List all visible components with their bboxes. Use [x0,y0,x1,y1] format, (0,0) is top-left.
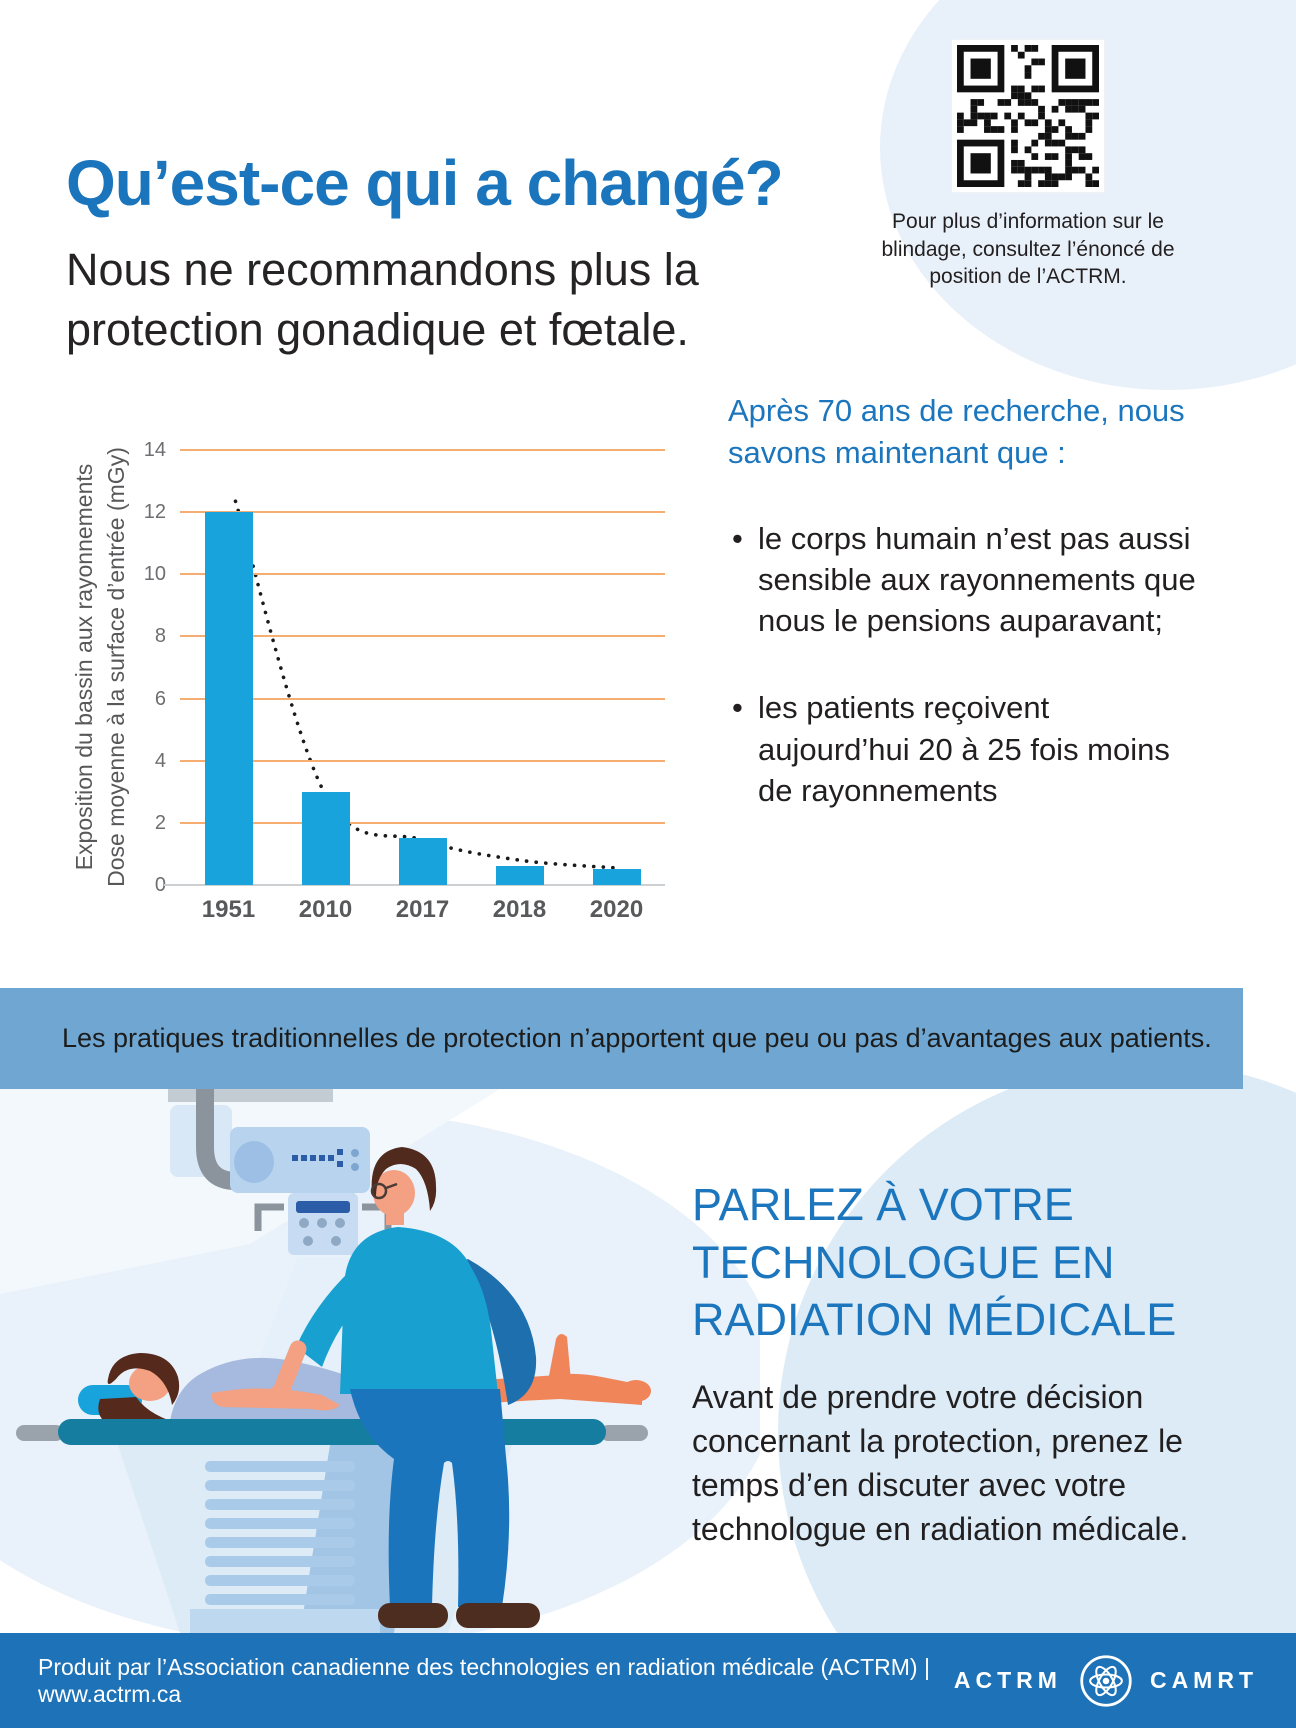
logo-text-camrt: CAMRT [1149,1667,1258,1693]
y-tick-10: 10 [143,563,166,586]
footer-bar: Produit par l’Association canadienne des… [0,1633,1296,1728]
y-tick-14: 14 [143,439,166,461]
cta-heading-line3: RADIATION MÉDICALE [692,1294,1177,1346]
chart-baseline [164,884,665,886]
logo-text-actrm: ACTRM [953,1667,1062,1693]
trend-line [233,499,619,870]
cta-heading-line1: PARLEZ À VOTRE [692,1179,1074,1230]
finding-bullet-2: les patients reçoivent aujourd’hui 20 à … [728,687,1196,811]
gridline-2 [180,821,665,824]
qr-code [952,40,1104,192]
xray-room-illustration [0,1089,760,1633]
shoe-right [456,1603,540,1628]
y-tick-4: 4 [154,749,166,772]
x-tick-1951: 1951 [201,896,256,923]
x-tick-2020: 2020 [589,896,644,923]
shoulder-bag [460,1259,537,1405]
findings-column: Après 70 ans de recherche, nous savons m… [728,390,1196,857]
chart-x-ticks: 1951 2010 2017 2018 2020 [180,896,665,926]
findings-list: le corps humain n’est pas aussi sensible… [728,518,1196,811]
page-subtitle: Nous ne recommandons plus la protection … [66,244,699,355]
atom-icon [1080,1654,1132,1707]
bar-2017 [398,838,447,885]
cta-column: PARLEZ À VOTRE TECHNOLOGUE EN RADIATION … [692,1176,1202,1551]
qr-caption: Pour plus d’information sur le blindage,… [881,210,1175,289]
qr-code-icon [957,45,1099,187]
gridline-6 [180,697,665,700]
y-tick-2: 2 [154,811,166,834]
bar-2020 [592,869,641,885]
findings-heading: Après 70 ans de recherche, nous savons m… [728,393,1185,470]
actrm-camrt-logo: ACTRM CAMRT [954,1653,1258,1709]
y-axis-label-line1: Exposition du bassin aux rayonnements [71,463,97,871]
x-tick-2018: 2018 [492,896,547,923]
gridline-8 [180,635,665,638]
cta-body: Avant de prendre votre décision concerna… [692,1378,1189,1548]
finding-bullet-1: le corps humain n’est pas aussi sensible… [728,518,1196,642]
cta-heading: PARLEZ À VOTRE TECHNOLOGUE EN RADIATION … [692,1176,1202,1349]
y-tick-12: 12 [143,501,166,524]
y-tick-0: 0 [154,874,166,896]
technologist [270,1147,540,1628]
scrub-pants [350,1389,510,1607]
bar-2018 [495,866,544,885]
y-tick-8: 8 [154,625,166,648]
qr-block: Pour plus d’information sur le blindage,… [868,40,1188,291]
chart-y-ticks: 0 2 4 6 8 10 12 14 [120,439,166,896]
gridline-12 [180,511,665,514]
bar-2010 [301,791,350,885]
exam-table [16,1419,648,1445]
y-tick-6: 6 [154,687,166,710]
scrub-top [340,1227,498,1394]
footer-credit-text: Produit par l’Association canadienne des… [38,1653,930,1707]
table-pedestal [118,1445,512,1633]
glasses [370,1182,388,1200]
x-tick-2010: 2010 [298,896,353,923]
shoe-left [378,1603,448,1628]
gridline-10 [180,573,665,576]
chart-plot-area [164,449,665,886]
gridline-14 [180,449,665,451]
gridline-4 [180,759,665,762]
page-title: Qu’est-ce qui a changé? [66,147,784,219]
bar-1951 [204,512,253,885]
banner-text: Les pratiques traditionnelles de protect… [62,1023,1212,1053]
cta-heading-line2: TECHNOLOGUE EN [692,1236,1115,1288]
x-tick-2017: 2017 [395,896,450,923]
statement-banner: Les pratiques traditionnelles de protect… [0,988,1243,1089]
